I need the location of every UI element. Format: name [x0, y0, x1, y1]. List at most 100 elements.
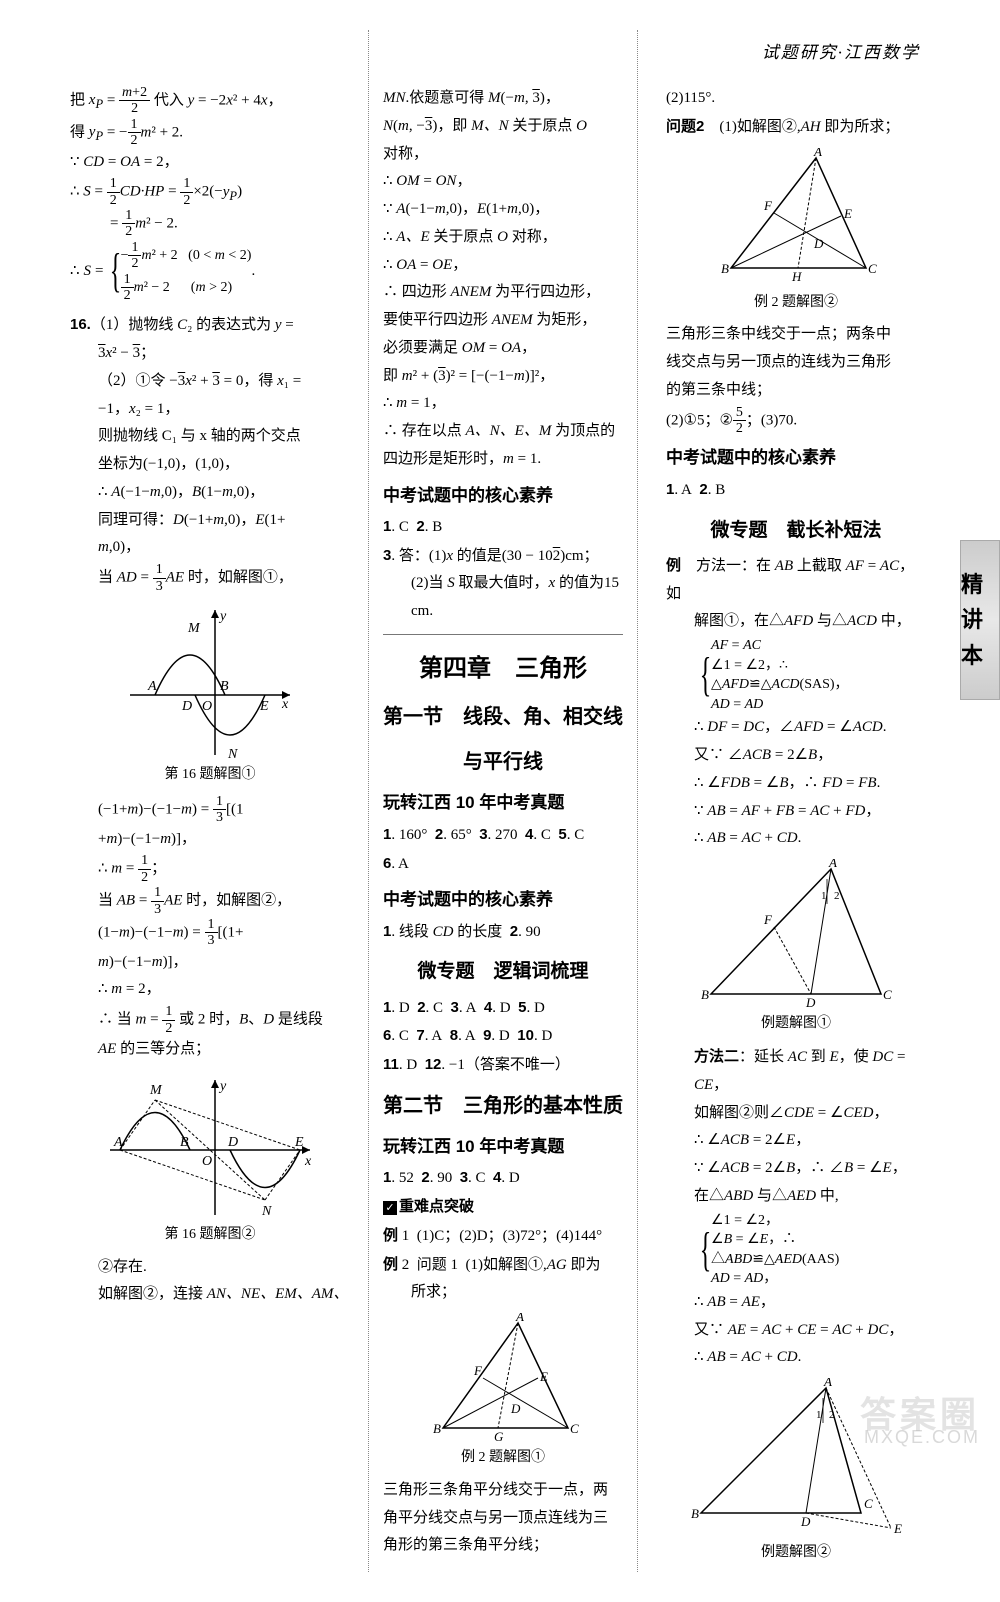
text-line: (1−m)−(−1−m) = 13[(1+	[70, 917, 350, 949]
svg-text:D: D	[181, 699, 192, 714]
svg-text:A: A	[813, 148, 822, 159]
text-line: 问题2 (1)如解图②,AH 即为所求；	[666, 113, 926, 142]
text-line: (2)当 S 取最大值时，x 的值为15 cm.	[383, 570, 623, 626]
micro-heading: 微专题 截长补短法	[666, 513, 926, 548]
svg-text:O: O	[202, 699, 212, 714]
heading: 玩转江西 10 年中考真题	[383, 1131, 623, 1162]
svg-text:x: x	[281, 697, 289, 712]
text-line: 当 AD = 13AE 时，如解图①，	[70, 562, 350, 594]
svg-text:A: A	[147, 679, 157, 694]
text-line: ∴ A、E 关于原点 O 对称，	[383, 224, 623, 252]
text-line: MN.依题意可得 M(−m, 3)，	[383, 85, 623, 113]
svg-text:B: B	[220, 679, 229, 694]
svg-text:E: E	[539, 1369, 548, 1384]
svg-text:N: N	[227, 747, 238, 760]
text-line: 三角形三条中线交于一点；两条中	[666, 321, 926, 349]
text-line: （2）①令 −3x² + 3 = 0，得 x₁ =	[70, 368, 350, 396]
text-line: 方法二：延长 AC 到 E，使 DC = CE，	[666, 1043, 926, 1100]
text-line: ∴ S = { −12m² + 2 (0 < m < 2) 12m² − 2 (…	[70, 240, 350, 304]
svg-text:N: N	[261, 1204, 272, 1219]
text-line: 把 xP = m+22 代入 y = −2x² + 4x，	[70, 85, 350, 117]
column-2: MN.依题意可得 M(−m, 3)， N(m, −3)，即 M、N 关于原点 O…	[368, 30, 638, 1572]
svg-text:B: B	[701, 987, 709, 1002]
svg-text:H: H	[791, 269, 802, 284]
text-line: AE 的三等分点；	[70, 1036, 350, 1064]
text-line: 在△ABD 与△AED 中,	[666, 1183, 926, 1211]
q16: 16.（1）抛物线 C₂ 的表达式为 y =	[70, 311, 350, 340]
svg-text:M: M	[187, 621, 201, 636]
figure-16-2: M N A B D O E x y 第 16 题解图②	[70, 1070, 350, 1248]
text-line: +m)−(−1−m)]，	[70, 826, 350, 854]
text-line: 所求；	[383, 1279, 623, 1307]
text-line: 的第三条中线；	[666, 377, 926, 405]
text-line: 3x² − 3；	[70, 340, 350, 368]
answer-line: 6. A	[383, 850, 623, 879]
svg-text:D: D	[805, 995, 816, 1009]
answer-line: 6. C 7. A 8. A 9. D 10. D	[383, 1022, 623, 1051]
answer-line: 1. A 2. B	[666, 476, 926, 505]
text-line: m)−(−1−m)]，	[70, 949, 350, 977]
svg-text:B: B	[691, 1506, 699, 1521]
text-line: = 12m² − 2.	[70, 208, 350, 240]
text-line: m,0)，	[70, 534, 350, 562]
section-heading: 第一节 线段、角、相交线	[383, 699, 623, 736]
text-line: 角平分线交点与另一顶点连线为三	[383, 1505, 623, 1533]
text-line: ∴ A(−1−m,0)，B(1−m,0)，	[70, 479, 350, 507]
text-line: { AF = AC ∠1 = ∠2，∴ △AFD≌△ACD(SAS)， AD =…	[666, 636, 926, 714]
svg-text:B: B	[180, 1135, 189, 1150]
text-line: (2)115°.	[666, 85, 926, 113]
example-line: 例 方法一：在 AB 上截取 AF = AC，如	[666, 552, 926, 609]
text-line: 必须要满足 OM = OA，	[383, 335, 623, 363]
svg-text:O: O	[202, 1154, 212, 1169]
svg-text:B: B	[433, 1421, 441, 1436]
answer-line: 1. 线段 CD 的长度 2. 90	[383, 918, 623, 947]
text-line: ∴ 四边形 ANEM 为平行四边形，	[383, 279, 623, 307]
svg-text:E: E	[893, 1521, 902, 1536]
svg-text:C: C	[570, 1421, 579, 1436]
answer-line: 1. 160° 2. 65° 3. 270 4. C 5. C	[383, 821, 623, 850]
text-line: ∴ ∠FDB = ∠B，∴ FD = FB.	[666, 770, 926, 798]
watermark-url: MXQE.COM	[864, 1427, 980, 1448]
text-line: 解图①，在△AFD 与△ACD 中，	[666, 608, 926, 636]
section-heading: 与平行线	[383, 744, 623, 781]
heading: 玩转江西 10 年中考真题	[383, 787, 623, 818]
svg-text:D: D	[227, 1135, 238, 1150]
text-line: { ∠1 = ∠2， ∠B = ∠E，∴ △ABD≌△AED(AAS) AD =…	[666, 1211, 926, 1289]
svg-text:M: M	[149, 1083, 163, 1098]
svg-text:y: y	[218, 609, 227, 624]
svg-text:F: F	[763, 198, 773, 213]
svg-text:C: C	[883, 987, 892, 1002]
text-line: (−1+m)−(−1−m) = 13[(1	[70, 794, 350, 826]
figure-ex-1: A B C F D 1 2 例题解图①	[666, 859, 926, 1037]
svg-text:F: F	[763, 912, 773, 927]
answer-line: 3. 答：(1)x 的值是(30 − 102)cm；	[383, 542, 623, 571]
text-line: ∴ ∠ACB = 2∠E，	[666, 1127, 926, 1155]
divider	[383, 634, 623, 635]
text-line: ∵ ∠ACB = 2∠B，∴ ∠B = ∠E，	[666, 1155, 926, 1183]
text-line: ∵ AB = AF + FB = AC + FD，	[666, 798, 926, 826]
svg-text:D: D	[813, 236, 824, 251]
figure-ex2-2: A B C F E D H 例 2 题解图②	[666, 148, 926, 316]
text-line: 得 yP = −12m² + 2.	[70, 117, 350, 149]
text-line: ∴ 当 m = 12 或 2 时，B、D 是线段	[70, 1004, 350, 1036]
text-line: ∴ AB = AC + CD.	[666, 1344, 926, 1372]
example-line: 例 2 问题 1 (1)如解图①,AG 即为	[383, 1251, 623, 1280]
micro-heading: 微专题 逻辑词梳理	[383, 954, 623, 989]
figure-ex2-1: A B C F E D G 例 2 题解图①	[383, 1313, 623, 1471]
answer-line: 1. D 2. C 3. A 4. D 5. D	[383, 994, 623, 1023]
column-1: 把 xP = m+22 代入 y = −2x² + 4x， 得 yP = −12…	[70, 30, 350, 1572]
text-line: ∴ OA = OE，	[383, 252, 623, 280]
heading: 中考试题中的核心素养	[383, 480, 623, 511]
text-line: ∴ S = 12CD·HP = 12×2(−yP)	[70, 176, 350, 208]
text-line: −1，x₂ = 1，	[70, 396, 350, 424]
answer-line: 1. 52 2. 90 3. C 4. D	[383, 1164, 623, 1193]
svg-text:1: 1	[821, 890, 827, 902]
text-line: 当 AB = 13AE 时，如解图②，	[70, 885, 350, 917]
svg-text:x: x	[304, 1154, 312, 1169]
text-line: ∴ AB = AC + CD.	[666, 825, 926, 853]
svg-text:C: C	[864, 1496, 873, 1511]
svg-text:2: 2	[829, 1409, 835, 1421]
heading: 中考试题中的核心素养	[666, 442, 926, 473]
text-line: ②存在.	[70, 1254, 350, 1282]
svg-text:y: y	[218, 1079, 227, 1094]
